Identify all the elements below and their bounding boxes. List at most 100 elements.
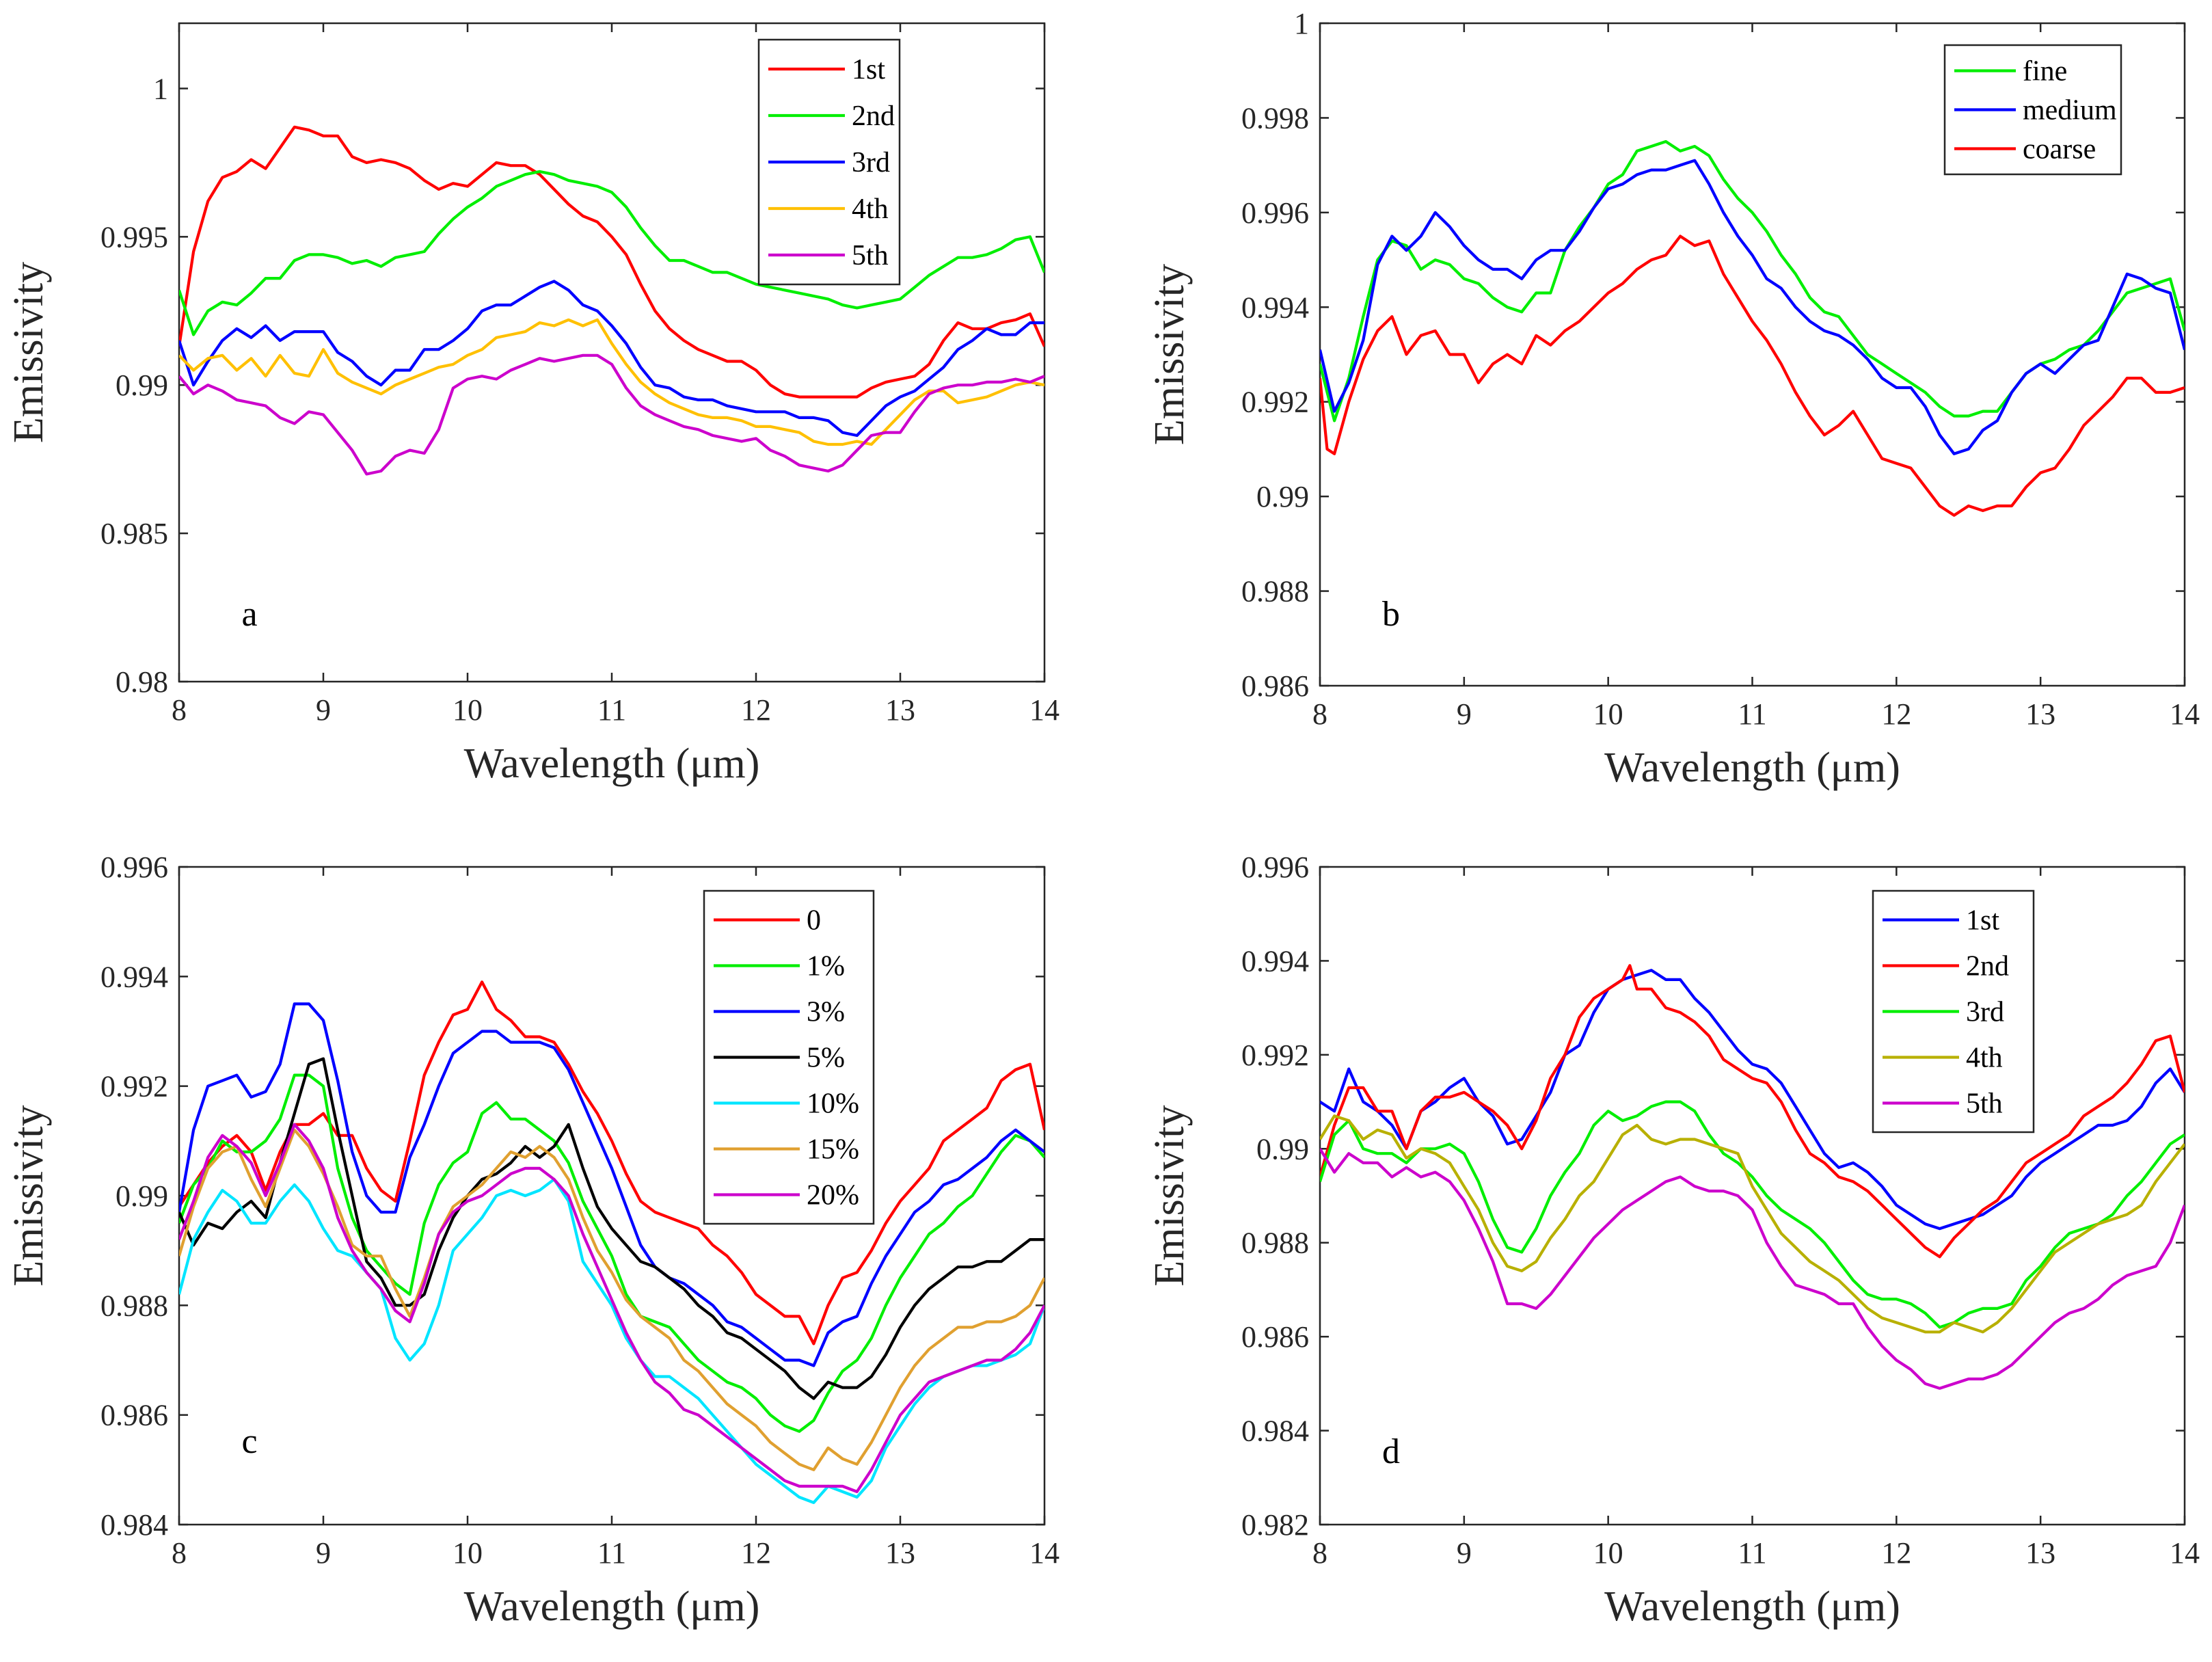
x-tick-label: 9 <box>316 693 331 727</box>
legend-label: 10% <box>807 1088 859 1120</box>
y-tick-label: 0.995 <box>100 220 168 254</box>
x-tick-label: 10 <box>1593 1536 1623 1570</box>
x-axis-title: Wavelength (μm) <box>1604 745 1900 791</box>
x-tick-label: 10 <box>453 693 483 727</box>
x-tick-label: 11 <box>1738 1536 1766 1570</box>
y-tick-label: 0.992 <box>1241 1038 1309 1072</box>
x-tick-label: 11 <box>597 693 626 727</box>
legend-label: 2nd <box>852 100 895 132</box>
y-tick-label: 0.986 <box>1241 1320 1309 1354</box>
y-tick-label: 0.988 <box>1241 1227 1309 1260</box>
x-tick-label: 10 <box>1593 697 1623 731</box>
series-line-3rd <box>179 280 1044 438</box>
y-tick-label: 1 <box>1294 7 1309 40</box>
series-line-medium <box>1320 159 2185 455</box>
series-line-coarse <box>1320 234 2185 517</box>
y-tick-label: 0.986 <box>100 1399 168 1432</box>
panel-label: c <box>241 1422 257 1461</box>
y-tick-label: 0.982 <box>1241 1508 1309 1542</box>
legend-label: coarse <box>2023 134 2096 165</box>
series-line-5 <box>179 1057 1044 1400</box>
x-tick-label: 8 <box>1312 697 1327 731</box>
series-line-10 <box>179 1177 1044 1504</box>
legend: 1st 2nd 3rd 4th 5th <box>1872 889 2035 1134</box>
y-tick-label: 0.992 <box>1241 386 1309 419</box>
y-tick-label: 0.992 <box>100 1070 168 1103</box>
x-tick-label: 12 <box>1881 1536 1911 1570</box>
legend-label: 1st <box>852 54 885 85</box>
y-tick-label: 0.99 <box>116 1179 168 1213</box>
series-line-4th <box>179 318 1044 446</box>
series-line-3 <box>179 1002 1044 1367</box>
legend-label: medium <box>2023 95 2117 126</box>
x-tick-label: 9 <box>1457 697 1472 731</box>
x-tick-label: 13 <box>885 1536 915 1570</box>
series-line-2nd <box>179 170 1044 336</box>
y-axis-title: Emissivity <box>5 1105 52 1286</box>
panel-a: 8 9 10 11 12 13 14 0.98 0.985 0.99 0.995 1 Wavelengt… <box>5 22 1060 787</box>
plot-frame <box>178 22 1046 683</box>
legend-label: 4th <box>1966 1043 2003 1074</box>
x-tick-label: 11 <box>597 1536 626 1570</box>
legend-label: 5th <box>852 240 889 271</box>
y-tick-label: 0.994 <box>1241 944 1309 978</box>
x-tick-label: 10 <box>453 1536 483 1570</box>
series-line-1 <box>179 1073 1044 1433</box>
panel-label: a <box>241 595 257 634</box>
y-tick-label: 0.988 <box>1241 575 1309 608</box>
series-line-4th <box>1320 1114 2185 1334</box>
panel-label: d <box>1382 1432 1400 1471</box>
x-tick-label: 11 <box>1738 697 1766 731</box>
legend-label: 5% <box>807 1043 845 1074</box>
legend-label: fine <box>2023 56 2067 88</box>
x-tick-label: 9 <box>1457 1536 1472 1570</box>
x-tick-label: 13 <box>2025 697 2055 731</box>
series-line-5th <box>179 353 1044 476</box>
legend-label: 0 <box>807 905 821 937</box>
y-tick-label: 0.99 <box>1256 480 1309 513</box>
series-line-1st <box>1320 969 2185 1231</box>
legend: 1st 2nd 3rd 4th 5th <box>757 38 901 286</box>
y-tick-label: 0.994 <box>1241 291 1309 324</box>
x-tick-label: 12 <box>1881 697 1911 731</box>
y-tick-label: 0.994 <box>100 960 168 993</box>
legend-label: 5th <box>1966 1088 2003 1120</box>
legend-label: 3rd <box>852 147 890 178</box>
legend: fine medium coarse <box>1943 44 2122 176</box>
legend-label: 3% <box>807 997 845 1028</box>
y-tick-label: 0.984 <box>100 1508 168 1542</box>
x-tick-label: 14 <box>2170 697 2200 731</box>
x-axis-title: Wavelength (μm) <box>464 1583 760 1630</box>
panel-b: 8 9 10 11 12 13 14 0.986 0.988 0.99 0.992 0.994 0.99… <box>1146 7 2200 791</box>
series-line-2nd <box>1320 964 2185 1259</box>
legend-label: 4th <box>852 193 889 225</box>
x-tick-label: 12 <box>741 1536 771 1570</box>
x-tick-label: 13 <box>2025 1536 2055 1570</box>
x-tick-label: 8 <box>1312 1536 1327 1570</box>
legend-label: 2nd <box>1966 951 2009 982</box>
y-tick-label: 1 <box>153 72 168 105</box>
y-tick-label: 0.998 <box>1241 101 1309 135</box>
y-axis-title: Emissivity <box>1146 1105 1193 1286</box>
y-tick-label: 0.98 <box>116 665 168 699</box>
panel-c: 8 9 10 11 12 13 14 0.984 0.986 0.988 0.99 0.992 0.99… <box>5 850 1060 1630</box>
y-tick-label: 0.99 <box>1256 1132 1309 1166</box>
series-line-3rd <box>1320 1100 2185 1329</box>
series-line-5th <box>1320 1148 2185 1390</box>
series-line-1st <box>179 125 1044 399</box>
y-tick-label: 0.996 <box>100 850 168 884</box>
x-tick-label: 12 <box>741 693 771 727</box>
x-tick-label: 9 <box>316 1536 331 1570</box>
x-axis-title: Wavelength (μm) <box>1604 1583 1900 1630</box>
panel-label: b <box>1382 595 1400 634</box>
y-tick-label: 0.984 <box>1241 1415 1309 1448</box>
x-tick-label: 13 <box>885 693 915 727</box>
legend-label: 1st <box>1966 905 1999 937</box>
y-tick-label: 0.996 <box>1241 850 1309 884</box>
series-line-20 <box>179 1123 1044 1493</box>
plot-frame <box>178 866 1046 1526</box>
x-tick-label: 8 <box>172 1536 187 1570</box>
legend-label: 1% <box>807 951 845 982</box>
